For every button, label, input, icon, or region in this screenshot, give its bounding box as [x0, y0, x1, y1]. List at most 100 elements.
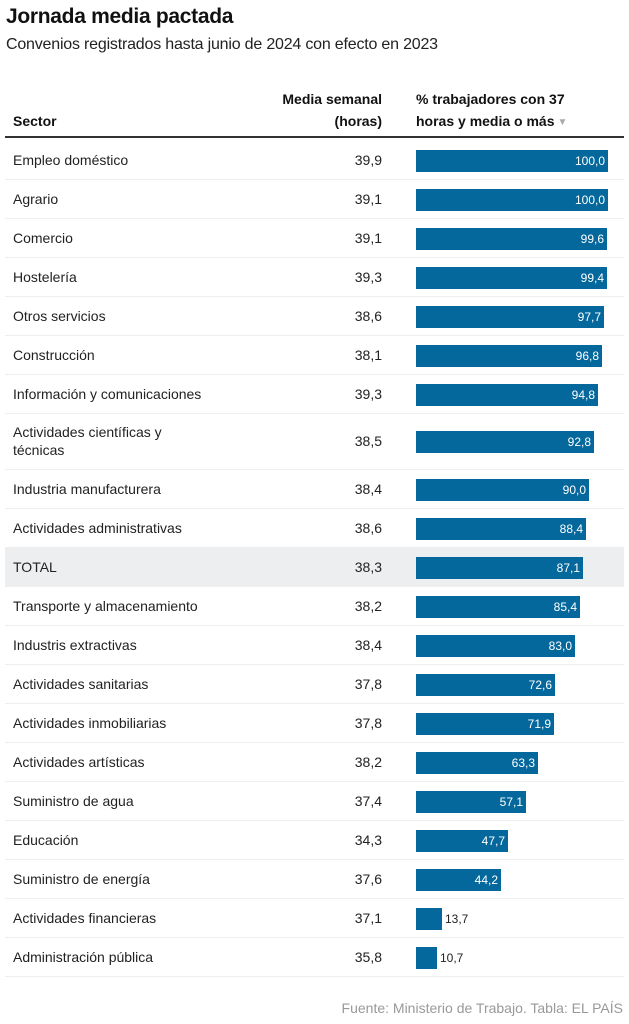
table-row: Empleo doméstico 39,9 100,0 — [5, 141, 624, 180]
media-semanal-value: 38,6 — [354, 519, 382, 536]
table-row: Construcción 38,1 96,8 — [5, 336, 624, 375]
table-row: Actividades artísticas 38,2 63,3 — [5, 743, 624, 782]
pct-bar — [416, 344, 602, 367]
sector-name: Construcción — [13, 347, 95, 363]
sector-name: Actividades financieras — [13, 910, 157, 926]
pct-bar — [416, 907, 442, 930]
table-row: Suministro de agua 37,4 57,1 — [5, 782, 624, 821]
chart-subtitle: Convenios registrados hasta junio de 202… — [6, 36, 438, 53]
media-semanal-value: 38,1 — [354, 346, 382, 363]
pct-bar-label: 90,0 — [562, 482, 586, 497]
pct-bar — [416, 868, 501, 891]
media-semanal-value: 38,2 — [354, 753, 382, 770]
pct-bar-label: 47,7 — [481, 833, 505, 848]
pct-bar — [416, 790, 526, 813]
column-header-pct-line2: horas y media o más — [416, 113, 555, 129]
media-semanal-value: 34,3 — [354, 831, 382, 848]
table-row-total: TOTAL 38,3 87,1 — [5, 548, 624, 587]
column-header-media-line2: (horas) — [334, 113, 382, 129]
pct-bar-label: 83,0 — [548, 638, 572, 653]
sector-name: Actividades artísticas — [13, 754, 145, 770]
table-row: Hostelería 39,3 99,4 — [5, 258, 624, 297]
pct-bar — [416, 712, 554, 735]
sort-descending-icon[interactable]: ▼ — [557, 117, 568, 128]
table-row: Educación 34,3 47,7 — [5, 821, 624, 860]
media-semanal-value: 38,5 — [354, 433, 382, 449]
pct-bar — [416, 149, 608, 172]
pct-bar — [416, 517, 586, 540]
media-semanal-value: 38,4 — [354, 636, 382, 653]
pct-bar — [416, 188, 608, 211]
sector-name: Actividades científicas y técnicas — [13, 424, 162, 458]
pct-bar-label: 71,9 — [527, 716, 551, 731]
pct-bar-label: 88,4 — [559, 521, 583, 536]
table-row: Industris extractivas 38,4 83,0 — [5, 626, 624, 665]
sector-name: Actividades inmobiliarias — [13, 715, 167, 731]
table-row: Suministro de energía 37,6 44,2 — [5, 860, 624, 899]
pct-bar-label: 96,8 — [575, 348, 599, 363]
media-semanal-value: 37,8 — [354, 675, 382, 692]
pct-bar-label: 87,1 — [556, 560, 580, 575]
media-semanal-value: 35,8 — [354, 948, 382, 965]
table-row: Actividades financieras 37,1 13,7 — [5, 899, 624, 938]
table-row: Actividades científicas y técnicas 38,5 92… — [5, 414, 624, 470]
pct-bar — [416, 751, 538, 774]
column-header-media-semanal[interactable]: Media semanal (horas) — [282, 88, 382, 132]
pct-bar-label: 72,6 — [528, 677, 552, 692]
column-header-media-line1: Media semanal — [282, 91, 382, 107]
sector-name: Transporte y almacenamiento — [13, 598, 198, 614]
pct-bar — [416, 266, 607, 289]
pct-bar — [416, 634, 575, 657]
sector-name: Educación — [13, 832, 79, 848]
pct-bar-label: 99,4 — [580, 270, 604, 285]
sector-name: TOTAL — [13, 559, 57, 575]
table-row: Actividades inmobiliarias 37,8 71,9 — [5, 704, 624, 743]
pct-bar — [416, 556, 583, 579]
pct-bar-label: 99,6 — [580, 231, 604, 246]
sector-name: Empleo doméstico — [13, 152, 129, 168]
media-semanal-value: 37,1 — [354, 909, 382, 926]
pct-bar — [416, 673, 555, 696]
pct-bar-label: 97,7 — [577, 309, 601, 324]
sector-name: Industria manufacturera — [13, 481, 161, 497]
table-body: Empleo doméstico 39,9 100,0 Agrario 39,1 100,… — [5, 141, 624, 977]
pct-bar — [416, 227, 607, 250]
sector-name: Actividades administrativas — [13, 520, 182, 536]
pct-bar — [416, 946, 437, 969]
table-row: Actividades administrativas 38,6 88,4 — [5, 509, 624, 548]
pct-bar-label: 13,7 — [445, 911, 469, 926]
table-row: Industria manufacturera 38,4 90,0 — [5, 470, 624, 509]
media-semanal-value: 39,3 — [354, 268, 382, 285]
chart-title: Jornada media pactada — [6, 5, 234, 28]
media-semanal-value: 38,6 — [354, 307, 382, 324]
sector-name: Suministro de energía — [13, 871, 150, 887]
sector-name: Agrario — [13, 191, 59, 207]
column-header-pct-trabajadores[interactable]: % trabajadores con 37 horas y media o má… — [416, 88, 567, 134]
pct-bar-label: 100,0 — [574, 153, 605, 168]
pct-bar — [416, 595, 580, 618]
media-semanal-value: 37,6 — [354, 870, 382, 887]
table-row: Transporte y almacenamiento 38,2 85,4 — [5, 587, 624, 626]
pct-bar — [416, 431, 594, 453]
table-row: Agrario 39,1 100,0 — [5, 180, 624, 219]
table-header: Sector Media semanal (horas) % trabajado… — [5, 86, 624, 138]
pct-bar — [416, 829, 508, 852]
source-note: Fuente: Ministerio de Trabajo. Tabla: EL… — [341, 1000, 623, 1016]
pct-bar-label: 92,8 — [567, 435, 591, 449]
sector-name: Comercio — [13, 230, 73, 246]
pct-bar — [416, 383, 598, 406]
sector-name: Industris extractivas — [13, 637, 137, 653]
table-row: Otros servicios 38,6 97,7 — [5, 297, 624, 336]
sector-name: Información y comunicaciones — [13, 386, 202, 402]
pct-bar-label: 63,3 — [511, 755, 535, 770]
pct-bar-label: 57,1 — [499, 794, 523, 809]
column-header-sector[interactable]: Sector — [13, 113, 57, 129]
media-semanal-value: 38,4 — [354, 480, 382, 497]
table-row: Administración pública 35,8 10,7 — [5, 938, 624, 977]
sector-name: Hostelería — [13, 269, 77, 285]
pct-bar — [416, 305, 604, 328]
table-row: Comercio 39,1 99,6 — [5, 219, 624, 258]
pct-bar-label: 85,4 — [553, 599, 577, 614]
media-semanal-value: 39,1 — [354, 229, 382, 246]
column-header-pct-line1: % trabajadores con 37 — [416, 91, 565, 107]
